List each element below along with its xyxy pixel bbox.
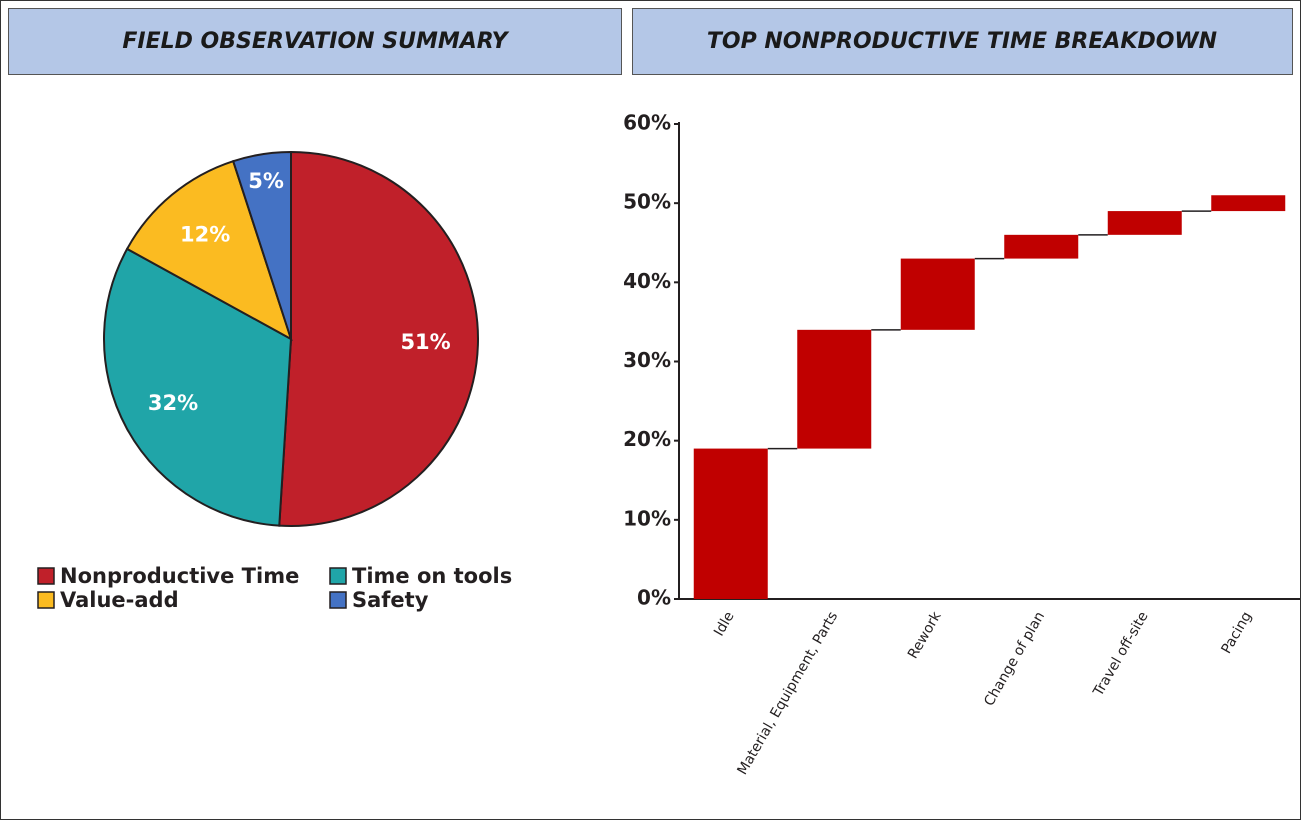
pie-slice <box>125 159 293 342</box>
x-tick-label: Pacing <box>1218 609 1255 657</box>
chart-title: FIELD OBSERVATION SUMMARY <box>122 29 509 54</box>
y-tick-label: 60% <box>623 111 671 135</box>
y-tick-label: 50% <box>623 190 671 214</box>
slice-label: 12% <box>180 222 230 246</box>
bar <box>900 258 975 330</box>
bar <box>1211 195 1286 212</box>
header-box <box>8 8 622 75</box>
bar <box>1107 211 1182 235</box>
slice-label: 51% <box>400 330 450 354</box>
slice-label: 5% <box>248 169 284 193</box>
header-box <box>632 8 1293 75</box>
x-tick-label: Change of plan <box>981 609 1048 709</box>
pie-slice <box>278 150 479 527</box>
chart-title: TOP NONPRODUCTIVE TIME BREAKDOWN <box>707 29 1217 54</box>
bar <box>1004 234 1079 259</box>
legend-label: Safety <box>352 588 429 612</box>
legend-swatch <box>37 567 55 585</box>
legend-label: Value-add <box>60 588 179 612</box>
legend-label: Time on tools <box>352 564 512 588</box>
legend-swatch <box>329 567 347 585</box>
bar <box>693 448 768 599</box>
x-tick-label: Idle <box>711 609 738 639</box>
x-tick-label: Travel off-site <box>1090 609 1152 700</box>
legend-swatch <box>37 591 55 609</box>
legend-swatch <box>329 591 347 609</box>
slice-label: 32% <box>148 391 198 415</box>
y-tick-label: 20% <box>623 427 671 451</box>
legend-label: Nonproductive Time <box>60 564 299 588</box>
y-tick-label: 40% <box>623 269 671 293</box>
pie-slice <box>103 247 293 527</box>
pie-slice <box>231 150 292 340</box>
bar <box>797 329 872 449</box>
x-tick-label: Material, Equipment, Parts <box>735 609 842 778</box>
y-tick-label: 30% <box>623 348 671 372</box>
x-tick-label: Rework <box>905 608 945 661</box>
y-tick-label: 10% <box>623 506 671 530</box>
y-tick-label: 0% <box>637 586 671 610</box>
